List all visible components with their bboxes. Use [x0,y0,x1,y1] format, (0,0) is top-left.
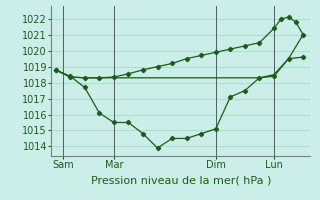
X-axis label: Pression niveau de la mer( hPa ): Pression niveau de la mer( hPa ) [91,176,271,186]
